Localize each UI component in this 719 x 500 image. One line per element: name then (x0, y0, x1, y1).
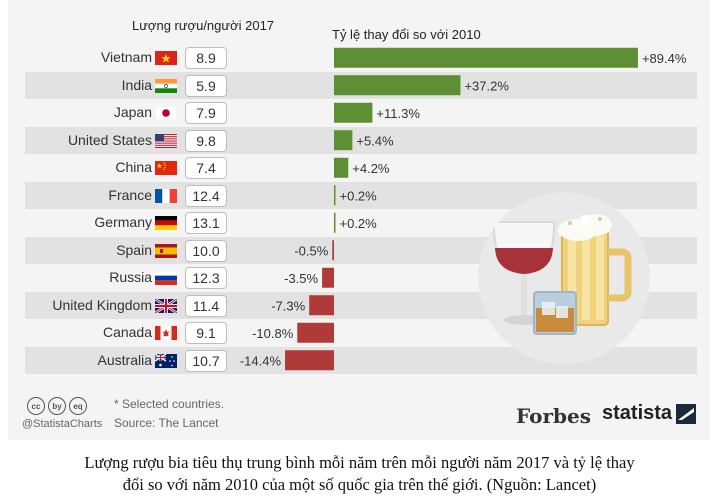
change-label: -3.5% (284, 271, 318, 286)
consumption-value: 12.3 (185, 267, 227, 289)
change-label: +0.2% (340, 216, 378, 231)
flag-icon (155, 133, 177, 148)
consumption-value: 13.1 (185, 212, 227, 234)
change-bar (297, 322, 334, 343)
license-icons: cc by eq (27, 397, 87, 415)
consumption-value: 8.9 (185, 47, 227, 69)
flag-icon (155, 216, 177, 230)
forbes-logo: Forbes (516, 404, 591, 428)
caption-line-1: Lượng rượu bia tiêu thụ trung bình mỗi n… (84, 453, 635, 472)
change-bar (334, 102, 373, 123)
country-label: Australia (97, 351, 152, 368)
consumption-value: 11.4 (185, 294, 227, 317)
change-label: +5.4% (356, 133, 394, 148)
change-bar (334, 130, 353, 151)
change-label: +0.2% (340, 188, 378, 203)
country-label: Russia (109, 269, 152, 285)
country-row: China 7.4 (25, 154, 697, 182)
flag-icon (155, 243, 177, 258)
country-label: Spain (116, 241, 152, 258)
consumption-header: Lượng rượu/người 2017 (132, 18, 275, 33)
change-bar (309, 295, 334, 316)
flag-icon (155, 78, 177, 93)
change-header: Tỷ lệ thay đổi so với 2010 (332, 27, 481, 42)
country-label: France (108, 186, 152, 203)
change-bar (285, 350, 334, 371)
country-row: Japan 7.9 (25, 99, 697, 127)
country-row: Russia 12.3 (25, 264, 697, 292)
change-bar (334, 185, 336, 206)
change-label: -7.3% (271, 298, 305, 313)
flag-icon (155, 353, 177, 368)
change-bar (332, 240, 334, 261)
drinks-illustration (478, 192, 650, 364)
country-row: Canada 9.1 (25, 319, 697, 347)
country-row: Vietnam 8.9 (25, 44, 697, 72)
attribution-icon: by (48, 397, 66, 415)
change-label: -14.4% (240, 353, 282, 368)
consumption-value: 10.7 (185, 349, 227, 372)
flag-icon (155, 161, 177, 175)
drinks-art (492, 214, 632, 335)
change-label: +37.2% (464, 78, 509, 93)
change-label: +11.3% (376, 106, 420, 121)
figure-caption: Lượng rượu bia tiêu thụ trung bình mỗi n… (0, 452, 719, 496)
consumption-value: 9.1 (185, 322, 227, 344)
country-label: India (121, 76, 152, 93)
flag-icon (155, 326, 177, 340)
statista-handle: @StatistaCharts (22, 418, 103, 430)
consumption-value: 7.4 (185, 157, 227, 179)
consumption-value: 5.9 (185, 74, 227, 97)
change-label: +89.4% (642, 51, 687, 66)
flag-icon (155, 298, 177, 313)
no-derivatives-icon: eq (69, 397, 87, 415)
consumption-value: 12.4 (185, 184, 227, 207)
statista-logo: statista (602, 402, 673, 424)
change-bar (334, 212, 336, 233)
consumption-value: 9.8 (185, 129, 227, 152)
creative-commons-icon: cc (27, 397, 45, 415)
consumption-value: 7.9 (185, 102, 227, 124)
flag-icon (155, 271, 177, 285)
change-bar (322, 267, 334, 288)
change-bars: +89.4% +37.2% +11.3% +5.4% +4.2% +0.2% +0.2% -0… (240, 47, 687, 371)
country-label: Vietnam (100, 49, 152, 65)
country-label: Canada (102, 324, 152, 340)
consumption-value: 10.0 (185, 239, 227, 262)
caption-line-2: đổi so với năm 2010 của một số quốc gia … (122, 475, 597, 494)
source-note: Source: The Lancet (114, 416, 219, 430)
change-bar (334, 75, 461, 96)
country-label: Germany (94, 214, 152, 230)
change-bar (334, 157, 349, 178)
country-label: Japan (113, 104, 152, 120)
flag-icon (155, 188, 177, 203)
country-row: Germany 13.1 (25, 209, 697, 237)
change-label: -10.8% (252, 326, 294, 341)
change-label: -0.5% (294, 243, 328, 258)
footnote: * Selected countries. (114, 397, 225, 411)
change-bar (334, 47, 638, 68)
country-label: United Kingdom (52, 296, 152, 313)
statista-mark-icon (676, 404, 696, 424)
country-label: United States (67, 131, 152, 148)
country-row: France 12.4 (25, 181, 697, 209)
flag-icon (155, 106, 177, 120)
change-label: +4.2% (352, 161, 390, 176)
country-label: China (115, 159, 152, 175)
country-row: United States 9.8 (25, 126, 697, 154)
flag-icon (155, 51, 177, 65)
